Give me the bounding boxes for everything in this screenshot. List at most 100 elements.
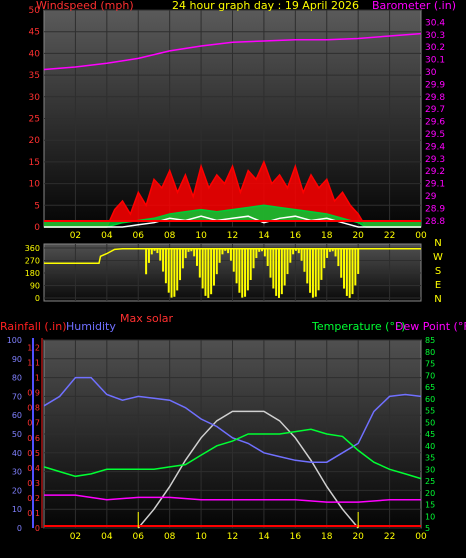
barometer-tick-label: 29 bbox=[425, 192, 437, 202]
temperature-tick-label: 75 bbox=[425, 360, 435, 369]
humidity-tick-label: 0 bbox=[17, 524, 22, 533]
temperature-tick-label: 45 bbox=[425, 430, 435, 439]
direction-tick-label: 270 bbox=[25, 257, 40, 266]
humidity-tick-label: 40 bbox=[12, 449, 22, 458]
temperature-tick-label: 15 bbox=[425, 501, 435, 510]
direction-tick-label: 0 bbox=[35, 294, 40, 303]
x-tick-label: 20 bbox=[352, 231, 364, 241]
temperature-tick-label: 10 bbox=[425, 512, 435, 521]
barometer-tick-label: 29.4 bbox=[425, 142, 445, 152]
x-tick-label: 02 bbox=[70, 231, 81, 241]
windspeed-tick-label: 15 bbox=[29, 158, 40, 168]
temperature-tick-label: 55 bbox=[425, 407, 435, 416]
humidity-tick-label: 60 bbox=[12, 411, 22, 420]
temperature-tick-label: 5 bbox=[425, 524, 430, 533]
compass-label: E bbox=[435, 280, 441, 291]
temperature-label: Temperature (°F) bbox=[311, 320, 406, 333]
windspeed-tick-label: 30 bbox=[29, 93, 41, 103]
x-tick-label: 08 bbox=[164, 231, 176, 241]
x-tick-label: 22 bbox=[384, 231, 395, 241]
x-tick-label: 14 bbox=[258, 231, 270, 241]
windspeed-tick-label: 40 bbox=[29, 49, 41, 59]
humidity-tick-label: 10 bbox=[12, 505, 22, 514]
temperature-tick-label: 35 bbox=[425, 454, 435, 463]
barometer-tick-label: 29.7 bbox=[425, 105, 445, 115]
compass-label: N bbox=[434, 294, 441, 305]
compass-label: N bbox=[434, 238, 441, 249]
x-tick-label: 12 bbox=[227, 532, 238, 542]
humidity-tick-label: 30 bbox=[12, 468, 22, 477]
barometer-tick-label: 30.3 bbox=[425, 31, 445, 41]
barometer-tick-label: 29.5 bbox=[425, 130, 445, 140]
rainfall-tick-label: 1 bbox=[35, 374, 40, 383]
temperature-tick-label: 50 bbox=[425, 418, 435, 427]
compass-label: W bbox=[433, 252, 443, 263]
temperature-tick-label: 70 bbox=[425, 371, 435, 380]
direction-tick-label: 180 bbox=[25, 269, 40, 278]
humidity-tick-label: 50 bbox=[12, 430, 22, 439]
temperature-tick-label: 25 bbox=[425, 477, 435, 486]
barometer-label: Barometer (.in) bbox=[372, 0, 456, 12]
series-wind-lull bbox=[44, 215, 421, 228]
direction-tick-label: 90 bbox=[30, 282, 40, 291]
temperature-tick-label: 30 bbox=[425, 465, 435, 474]
series-wind-gust-area bbox=[44, 161, 421, 227]
x-tick-label: 12 bbox=[227, 231, 238, 241]
windspeed-tick-label: 50 bbox=[29, 6, 41, 16]
barometer-tick-label: 29.8 bbox=[425, 93, 445, 103]
windspeed-tick-label: 25 bbox=[29, 115, 40, 125]
windspeed-tick-label: 10 bbox=[29, 180, 41, 190]
barometer-tick-label: 29.1 bbox=[425, 180, 445, 190]
rainfall-label: Rainfall (.in) bbox=[0, 320, 67, 333]
x-tick-label: 18 bbox=[321, 231, 333, 241]
humidity-tick-label: 20 bbox=[12, 486, 22, 495]
max-solar-label: Max solar bbox=[120, 312, 173, 325]
windspeed-tick-label: 0 bbox=[34, 223, 40, 233]
x-tick-label: 00 bbox=[415, 231, 427, 241]
direction-tick-label: 360 bbox=[25, 244, 40, 253]
rainfall-tick-label: 0 bbox=[35, 524, 40, 533]
x-tick-label: 20 bbox=[352, 532, 364, 542]
x-tick-label: 18 bbox=[321, 532, 333, 542]
temperature-tick-label: 20 bbox=[425, 489, 435, 498]
x-tick-label: 16 bbox=[290, 532, 302, 542]
barometer-tick-label: 30.4 bbox=[425, 18, 445, 28]
x-tick-label: 08 bbox=[164, 532, 176, 542]
barometer-tick-label: 29.2 bbox=[425, 167, 445, 177]
windspeed-tick-label: 45 bbox=[29, 28, 40, 38]
x-tick-label: 04 bbox=[101, 231, 113, 241]
series-wind-gust bbox=[44, 159, 421, 228]
windspeed-tick-label: 35 bbox=[29, 71, 40, 81]
series-barometer bbox=[43, 32, 422, 71]
barometer-tick-label: 29.3 bbox=[425, 155, 445, 165]
windspeed-tick-label: 20 bbox=[29, 136, 41, 146]
x-tick-label: 14 bbox=[258, 532, 270, 542]
windspeed-label: Windspeed (mph) bbox=[36, 0, 134, 12]
graph-title: 24 hour graph day : 19 April 2026 bbox=[172, 0, 359, 12]
barometer-tick-label: 28.8 bbox=[425, 217, 445, 227]
x-tick-label: 10 bbox=[195, 532, 207, 542]
x-tick-label: 16 bbox=[290, 231, 302, 241]
temperature-tick-label: 80 bbox=[425, 348, 435, 357]
barometer-tick-label: 28.9 bbox=[425, 204, 445, 214]
x-tick-label: 06 bbox=[133, 532, 145, 542]
humidity-tick-label: 90 bbox=[12, 355, 22, 364]
x-tick-label: 10 bbox=[195, 231, 207, 241]
barometer-tick-label: 30.2 bbox=[425, 43, 445, 53]
barometer-tick-label: 30.1 bbox=[425, 56, 445, 66]
series-dew-point bbox=[44, 494, 421, 503]
temperature-tick-label: 40 bbox=[425, 442, 435, 451]
series-temperature bbox=[43, 428, 422, 480]
barometer-tick-label: 29.9 bbox=[425, 80, 445, 90]
series-max-solar bbox=[137, 410, 359, 529]
windspeed-tick-label: 5 bbox=[34, 201, 40, 211]
x-tick-label: 04 bbox=[101, 532, 113, 542]
series-direction bbox=[44, 247, 421, 265]
x-tick-label: 02 bbox=[70, 532, 81, 542]
x-tick-label: 06 bbox=[133, 231, 145, 241]
humidity-tick-label: 80 bbox=[12, 374, 22, 383]
x-tick-label: 22 bbox=[384, 532, 395, 542]
temperature-tick-label: 65 bbox=[425, 383, 435, 392]
humidity-label: Humidity bbox=[66, 320, 116, 333]
